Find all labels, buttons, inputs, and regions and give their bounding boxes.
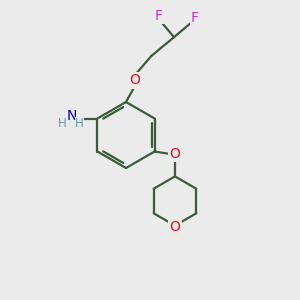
Text: H: H xyxy=(58,116,67,130)
Text: O: O xyxy=(130,74,140,87)
Text: O: O xyxy=(169,220,180,234)
Text: F: F xyxy=(154,9,162,23)
Text: N: N xyxy=(66,109,76,123)
Text: O: O xyxy=(169,147,180,161)
Text: F: F xyxy=(191,11,199,25)
Text: H: H xyxy=(75,117,84,130)
